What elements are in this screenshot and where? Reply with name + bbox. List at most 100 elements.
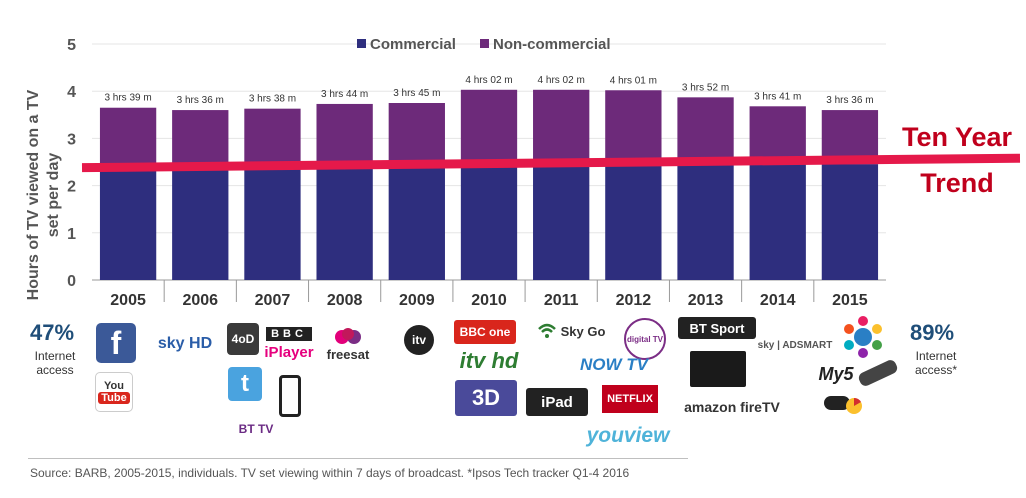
amazon-firetv-logo: amazon fireTV xyxy=(684,399,780,415)
bar-commercial-2010 xyxy=(460,159,518,280)
ten-year-trend-line xyxy=(81,153,1021,173)
bar-noncommercial-2005 xyxy=(99,107,157,165)
bt-sport-logo: BT Sport xyxy=(678,317,756,339)
x-tick-label-2015: 2015 xyxy=(832,292,868,309)
x-tick-label-2009: 2009 xyxy=(399,292,435,309)
y-axis-label-line1: Hours of TV viewed on a TV xyxy=(25,89,42,300)
internet-access-right-line1: Internet xyxy=(915,349,957,363)
bar-commercial-2009 xyxy=(388,162,445,280)
legend-label-commercial: Commercial xyxy=(370,36,456,53)
internet-access-right-line2: access* xyxy=(914,363,958,377)
bar-noncommercial-2009 xyxy=(388,103,445,162)
data-label-2015: 3 hrs 36 m xyxy=(826,95,873,106)
internet-access-right-label: Internet access* xyxy=(908,349,964,377)
3d-logo: 3D xyxy=(455,380,517,416)
footer-divider xyxy=(28,458,688,459)
sky-adsmart-logo: sky | ADSMART xyxy=(757,339,833,351)
x-tick-label-2012: 2012 xyxy=(616,292,652,309)
y-axis-ticks: 0 1 2 3 4 5 xyxy=(67,37,76,290)
wifi-icon xyxy=(537,323,556,338)
itv-logo: itv xyxy=(404,325,434,355)
freesat-icon xyxy=(335,327,361,344)
bar-commercial-2006 xyxy=(172,165,229,280)
bar-commercial-2012 xyxy=(605,159,662,280)
x-tick-label-2014: 2014 xyxy=(760,292,796,309)
legend-swatch-commercial xyxy=(357,39,366,48)
chromecast-icon xyxy=(824,396,862,414)
bar-noncommercial-2010 xyxy=(460,89,518,160)
data-label-2006: 3 hrs 36 m xyxy=(177,95,224,106)
twitter-logo: t xyxy=(228,367,262,401)
data-label-2007: 3 hrs 38 m xyxy=(249,94,296,105)
now-tv-logo: NOW TV xyxy=(580,355,648,374)
bar-noncommercial-2012 xyxy=(605,90,662,160)
youtube-logo: You Tube xyxy=(95,372,133,412)
freesat-logo: freesat xyxy=(320,324,376,364)
youview-logo: youview xyxy=(586,424,670,447)
x-tick-label-2010: 2010 xyxy=(471,292,507,309)
trend-label-line2: Trend xyxy=(920,168,994,198)
legend: Commercial Non-commercial xyxy=(357,36,611,53)
bar-commercial-2005 xyxy=(99,164,157,280)
bar-noncommercial-2008 xyxy=(316,103,373,164)
x-tick-label-2011: 2011 xyxy=(544,292,579,309)
bar-commercial-2011 xyxy=(533,159,590,280)
smartphone-device xyxy=(279,375,301,417)
internet-access-right-value: 89% xyxy=(910,320,955,345)
bar-noncommercial-2013 xyxy=(677,97,734,162)
youtube-logo-top: You xyxy=(104,380,124,392)
bbc-one-logo: BBC one xyxy=(454,320,516,344)
source-note: Source: BARB, 2005-2015, individuals. TV… xyxy=(30,466,630,480)
ipad-logo: iPad xyxy=(526,388,588,416)
sky-go-text: Sky Go xyxy=(560,323,606,339)
television-device xyxy=(690,351,746,387)
bar-noncommercial-2006 xyxy=(172,110,229,166)
chromecast-device xyxy=(824,390,862,418)
x-tick-label-2005: 2005 xyxy=(110,292,146,309)
bar-noncommercial-2007 xyxy=(244,108,301,166)
my5-logo: My5 xyxy=(818,363,854,384)
internet-access-left-line1: Internet xyxy=(34,349,76,363)
data-label-2009: 3 hrs 45 m xyxy=(393,88,440,99)
y-tick-label-3: 3 xyxy=(67,131,76,148)
data-label-2010: 4 hrs 02 m xyxy=(465,75,512,86)
youtube-logo-bottom: Tube xyxy=(98,392,130,404)
bar-commercial-2007 xyxy=(244,165,301,280)
internet-access-left-line2: access xyxy=(36,363,74,377)
y-axis-label-line2: set per day xyxy=(45,153,62,238)
y-tick-label-5: 5 xyxy=(67,37,76,54)
stacked-bar-chart: 3 hrs 39 m 3 hrs 36 m 3 hrs 38 m 3 hrs 44 m… xyxy=(25,36,1021,309)
x-tick-label-2006: 2006 xyxy=(182,292,218,309)
facebook-logo: f xyxy=(96,323,136,363)
itv-hd-logo: itv hd xyxy=(459,348,519,373)
freesat-text: freesat xyxy=(326,346,370,362)
sky-hd-logo: sky HD xyxy=(157,335,213,352)
internet-access-left-label: Internet access xyxy=(30,349,80,377)
data-label-2011: 4 hrs 02 m xyxy=(538,75,585,86)
bt-tv-logo: BT TV xyxy=(238,422,274,436)
x-axis-ticks: 2005 2006 2007 2008 2009 2010 2011 2012 2013 2014… xyxy=(110,292,868,309)
x-tick-label-2007: 2007 xyxy=(255,292,291,309)
legend-label-noncommercial: Non-commercial xyxy=(493,36,611,53)
legend-swatch-noncommercial xyxy=(480,39,489,48)
data-label-2012: 4 hrs 01 m xyxy=(610,75,657,86)
bar-commercial-2015 xyxy=(821,164,879,280)
y-tick-label-0: 0 xyxy=(67,273,76,290)
channel4-4od-logo: 4oD xyxy=(227,323,259,355)
bar-commercial-2014 xyxy=(749,163,806,280)
trend-label-line1: Ten Year xyxy=(902,122,1013,152)
internet-access-left-value: 47% xyxy=(30,320,75,345)
bar-noncommercial-2014 xyxy=(749,106,806,164)
chart-bars xyxy=(99,89,879,280)
data-label-2005: 3 hrs 39 m xyxy=(104,93,151,104)
data-label-2013: 3 hrs 52 m xyxy=(682,82,729,93)
x-tick-label-2008: 2008 xyxy=(327,292,363,309)
remote-control-device xyxy=(856,358,900,388)
data-label-2008: 3 hrs 44 m xyxy=(321,89,368,100)
x-tick-label-2013: 2013 xyxy=(688,292,724,309)
digital-tv-logo: digital TV xyxy=(624,318,666,360)
bar-commercial-2008 xyxy=(316,163,373,280)
netflix-logo: NETFLIX xyxy=(602,385,658,413)
itv-hub-logo xyxy=(840,314,886,360)
y-tick-label-1: 1 xyxy=(67,226,76,243)
